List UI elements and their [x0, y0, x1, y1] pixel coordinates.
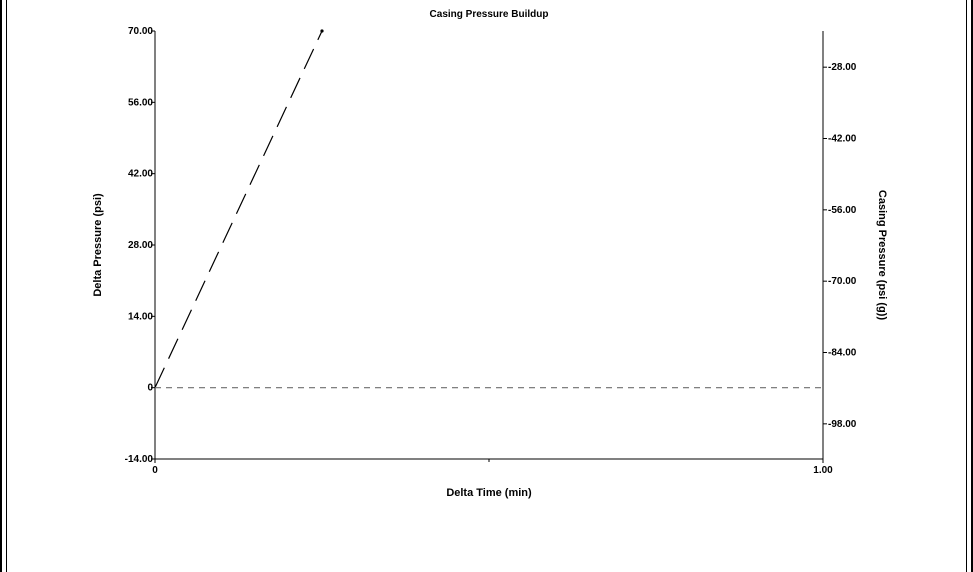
y2-tick-label: -28.00 [828, 62, 857, 73]
y-axis-ticks: 70.00 56.00 42.00 28.00 14.00 0 -14.00 [125, 26, 155, 465]
x-axis-title: Delta Time (min) [446, 487, 532, 499]
x-tick-label: 1.00 [813, 465, 833, 476]
frame-inner-right-border [966, 0, 967, 572]
y-tick-label: 56.00 [128, 97, 153, 108]
y2-tick-label: -84.00 [828, 348, 857, 359]
y-tick-label: -14.00 [125, 454, 154, 465]
y-tick-label: 14.00 [128, 311, 153, 322]
frame-inner-left-border [6, 0, 7, 572]
y2-tick-label: -42.00 [828, 134, 857, 145]
x-tick-label: 0 [152, 465, 158, 476]
x-axis-ticks: 0 1.00 [152, 459, 833, 476]
y-tick-label: 70.00 [128, 26, 153, 37]
y-tick-label: 28.00 [128, 240, 153, 251]
series-end-marker [320, 29, 324, 33]
y2-axis-title: Casing Pressure (psi (g)) [876, 190, 888, 321]
y2-axis-ticks: -28.00 -42.00 -56.00 -70.00 -84.00 -98.00 [823, 62, 857, 430]
y-tick-label: 42.00 [128, 169, 153, 180]
plot-axes [154, 31, 824, 460]
y-tick-label: 0 [147, 383, 153, 394]
y2-tick-label: -70.00 [828, 276, 857, 287]
chart-title: Casing Pressure Buildup [430, 9, 549, 20]
y2-tick-label: -56.00 [828, 205, 857, 216]
y-axis-title: Delta Pressure (psi) [92, 193, 104, 297]
y2-tick-label: -98.00 [828, 419, 857, 430]
chart-series [154, 29, 823, 389]
series-line-1 [154, 30, 323, 388]
